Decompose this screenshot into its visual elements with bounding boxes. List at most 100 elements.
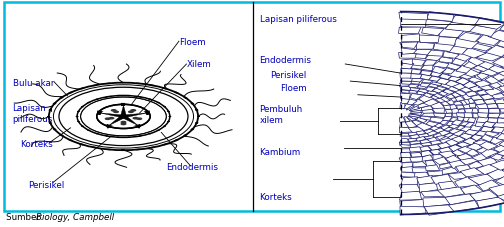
Polygon shape: [405, 117, 410, 122]
Polygon shape: [427, 171, 445, 176]
Polygon shape: [399, 143, 410, 146]
Polygon shape: [501, 129, 504, 136]
Bar: [183, 97, 188, 99]
Circle shape: [120, 121, 127, 124]
Circle shape: [113, 111, 119, 114]
Polygon shape: [427, 138, 438, 143]
Polygon shape: [400, 94, 410, 100]
Polygon shape: [440, 97, 451, 102]
Polygon shape: [423, 129, 434, 134]
Polygon shape: [421, 151, 433, 157]
Polygon shape: [413, 162, 427, 167]
Polygon shape: [501, 90, 504, 99]
Polygon shape: [446, 139, 459, 146]
Circle shape: [163, 106, 166, 108]
Text: Pembuluh
xilem: Pembuluh xilem: [260, 105, 303, 124]
Polygon shape: [485, 46, 504, 58]
Polygon shape: [438, 151, 456, 158]
Circle shape: [148, 133, 151, 135]
Polygon shape: [499, 23, 504, 35]
Polygon shape: [466, 143, 485, 151]
Polygon shape: [418, 103, 430, 109]
Polygon shape: [458, 109, 465, 113]
Bar: [174, 140, 179, 142]
Polygon shape: [480, 69, 498, 76]
Polygon shape: [477, 197, 504, 208]
Polygon shape: [422, 28, 445, 37]
Polygon shape: [400, 134, 409, 137]
Polygon shape: [493, 146, 504, 153]
Bar: [197, 116, 200, 118]
Polygon shape: [460, 122, 470, 126]
Polygon shape: [488, 113, 500, 118]
Polygon shape: [456, 165, 471, 173]
Polygon shape: [496, 134, 504, 141]
Polygon shape: [400, 139, 408, 143]
Polygon shape: [439, 57, 453, 64]
Circle shape: [111, 109, 117, 112]
Polygon shape: [425, 165, 439, 171]
Bar: [190, 103, 195, 105]
Text: Kambium: Kambium: [260, 148, 301, 157]
Polygon shape: [490, 154, 504, 160]
Polygon shape: [416, 131, 426, 136]
Polygon shape: [120, 106, 127, 117]
Polygon shape: [476, 62, 494, 70]
Circle shape: [81, 126, 84, 127]
Polygon shape: [452, 38, 479, 50]
Polygon shape: [464, 123, 475, 128]
Polygon shape: [411, 135, 420, 139]
Polygon shape: [418, 36, 439, 43]
Polygon shape: [400, 117, 406, 123]
Polygon shape: [457, 106, 464, 110]
Polygon shape: [424, 205, 455, 215]
Polygon shape: [443, 89, 455, 95]
Polygon shape: [447, 122, 455, 127]
Polygon shape: [438, 28, 464, 38]
Text: Perisikel: Perisikel: [28, 180, 64, 190]
Text: Endodermis: Endodermis: [166, 162, 218, 171]
Polygon shape: [100, 114, 124, 118]
Polygon shape: [411, 110, 421, 114]
Polygon shape: [420, 143, 434, 146]
Polygon shape: [445, 114, 452, 117]
Polygon shape: [475, 131, 490, 137]
Polygon shape: [436, 37, 457, 46]
Polygon shape: [402, 162, 413, 168]
Polygon shape: [402, 60, 412, 65]
Polygon shape: [438, 92, 449, 96]
Polygon shape: [401, 64, 414, 70]
Polygon shape: [456, 66, 473, 74]
Polygon shape: [463, 82, 477, 89]
Polygon shape: [412, 168, 428, 173]
Polygon shape: [435, 98, 447, 103]
Polygon shape: [434, 124, 444, 128]
Polygon shape: [423, 93, 433, 98]
Polygon shape: [429, 150, 443, 155]
Bar: [68, 140, 73, 142]
Polygon shape: [399, 185, 421, 194]
Polygon shape: [497, 103, 504, 109]
Polygon shape: [479, 142, 498, 151]
Circle shape: [105, 136, 108, 137]
Polygon shape: [416, 123, 433, 131]
Polygon shape: [468, 99, 475, 104]
Polygon shape: [450, 105, 457, 110]
Polygon shape: [468, 57, 485, 67]
Polygon shape: [436, 79, 451, 85]
Polygon shape: [492, 57, 504, 68]
Polygon shape: [430, 141, 444, 146]
Polygon shape: [401, 153, 411, 158]
Polygon shape: [408, 91, 418, 94]
Polygon shape: [468, 162, 486, 170]
Polygon shape: [499, 140, 504, 148]
Circle shape: [97, 105, 150, 129]
Text: Korteks: Korteks: [260, 192, 292, 201]
Bar: [150, 85, 154, 87]
Polygon shape: [410, 141, 421, 145]
Polygon shape: [467, 117, 476, 123]
Polygon shape: [400, 87, 411, 91]
Polygon shape: [425, 54, 443, 61]
Polygon shape: [442, 167, 458, 175]
Polygon shape: [451, 98, 459, 102]
